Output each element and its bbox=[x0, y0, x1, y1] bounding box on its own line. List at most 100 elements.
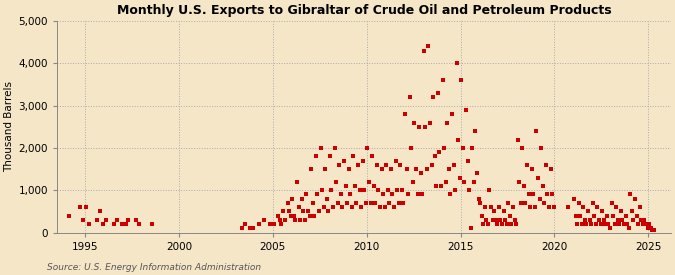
Point bbox=[580, 218, 591, 222]
Point bbox=[600, 222, 611, 226]
Point bbox=[340, 184, 351, 188]
Point bbox=[389, 205, 400, 209]
Point bbox=[522, 163, 533, 167]
Point bbox=[325, 154, 335, 159]
Point bbox=[485, 205, 496, 209]
Point bbox=[524, 205, 535, 209]
Point bbox=[273, 213, 284, 218]
Point bbox=[595, 222, 606, 226]
Point bbox=[492, 222, 503, 226]
Point bbox=[385, 167, 396, 171]
Point bbox=[370, 201, 381, 205]
Point bbox=[435, 184, 446, 188]
Point bbox=[517, 146, 528, 150]
Point bbox=[371, 163, 382, 167]
Point bbox=[591, 222, 601, 226]
Point bbox=[518, 184, 529, 188]
Point bbox=[357, 158, 368, 163]
Point bbox=[146, 222, 157, 226]
Point bbox=[458, 146, 468, 150]
Point bbox=[275, 218, 286, 222]
Point bbox=[454, 175, 465, 180]
Point bbox=[467, 146, 478, 150]
Y-axis label: Thousand Barrels: Thousand Barrels bbox=[4, 81, 14, 172]
Point bbox=[541, 163, 551, 167]
Point bbox=[443, 167, 454, 171]
Point bbox=[437, 78, 448, 82]
Point bbox=[394, 201, 404, 205]
Point bbox=[286, 213, 296, 218]
Point bbox=[425, 120, 435, 125]
Point bbox=[548, 205, 559, 209]
Point bbox=[583, 209, 593, 214]
Point bbox=[375, 205, 385, 209]
Point bbox=[593, 218, 604, 222]
Point bbox=[290, 218, 301, 222]
Point bbox=[134, 222, 144, 226]
Point bbox=[288, 213, 299, 218]
Point bbox=[472, 171, 483, 175]
Point bbox=[589, 213, 599, 218]
Point bbox=[641, 222, 651, 226]
Point bbox=[572, 222, 583, 226]
Point bbox=[350, 184, 360, 188]
Point bbox=[351, 201, 362, 205]
Point bbox=[428, 95, 439, 100]
Point bbox=[312, 192, 323, 197]
Point bbox=[523, 192, 534, 197]
Point bbox=[543, 205, 554, 209]
Point bbox=[359, 188, 370, 192]
Point bbox=[508, 205, 518, 209]
Point bbox=[475, 201, 485, 205]
Point bbox=[619, 222, 630, 226]
Point bbox=[626, 209, 637, 214]
Point bbox=[468, 180, 479, 184]
Point bbox=[516, 201, 526, 205]
Point bbox=[506, 222, 517, 226]
Point bbox=[80, 205, 91, 209]
Point bbox=[91, 218, 102, 222]
Point bbox=[631, 213, 642, 218]
Point bbox=[630, 197, 641, 201]
Point bbox=[477, 213, 487, 218]
Point bbox=[74, 205, 85, 209]
Point bbox=[493, 205, 504, 209]
Point bbox=[512, 137, 523, 142]
Point bbox=[490, 218, 501, 222]
Point bbox=[282, 201, 293, 205]
Point bbox=[605, 226, 616, 230]
Point bbox=[301, 192, 312, 197]
Point bbox=[420, 125, 431, 129]
Point bbox=[409, 120, 420, 125]
Point bbox=[481, 218, 492, 222]
Point bbox=[504, 213, 515, 218]
Point bbox=[293, 205, 304, 209]
Point bbox=[637, 222, 648, 226]
Point bbox=[537, 184, 548, 188]
Point bbox=[533, 175, 543, 180]
Point bbox=[321, 197, 332, 201]
Point bbox=[378, 192, 389, 197]
Point bbox=[601, 213, 612, 218]
Point bbox=[401, 167, 412, 171]
Point bbox=[606, 201, 617, 205]
Point bbox=[346, 205, 357, 209]
Point bbox=[245, 226, 256, 230]
Point bbox=[367, 154, 377, 159]
Point bbox=[334, 163, 345, 167]
Point bbox=[381, 163, 392, 167]
Point bbox=[484, 188, 495, 192]
Point bbox=[473, 197, 484, 201]
Point bbox=[307, 201, 318, 205]
Point bbox=[95, 209, 105, 214]
Point bbox=[418, 48, 429, 53]
Point bbox=[545, 167, 556, 171]
Point bbox=[534, 197, 545, 201]
Point bbox=[379, 205, 390, 209]
Point bbox=[586, 222, 597, 226]
Point bbox=[415, 171, 426, 175]
Point bbox=[396, 188, 407, 192]
Point bbox=[597, 209, 608, 214]
Point bbox=[429, 154, 440, 159]
Point bbox=[404, 95, 415, 100]
